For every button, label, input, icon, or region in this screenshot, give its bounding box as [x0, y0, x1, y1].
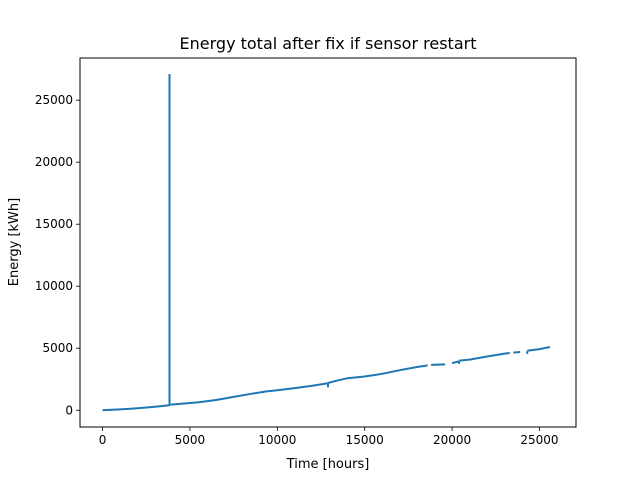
x-tick-label: 10000: [258, 433, 296, 447]
y-axis-label: Energy [kWh]: [7, 198, 22, 286]
series-line-segment: [527, 346, 551, 352]
x-tick-label: 25000: [520, 433, 558, 447]
x-tick-label: 0: [99, 433, 107, 447]
x-axis-label: Time [hours]: [286, 457, 370, 472]
y-tick-label: 5000: [42, 341, 73, 355]
series-line-segment: [327, 364, 428, 384]
y-tick-label: 15000: [35, 217, 73, 231]
axis-ticks: 0 5000 10000 15000 20000 25000 0 5000 10000 15000…: [35, 93, 559, 447]
y-tick-label: 20000: [35, 155, 73, 169]
series-line-segment: [513, 351, 521, 354]
series-line-segment: [431, 363, 446, 366]
series-line-segment: [102, 404, 170, 412]
series-line-segment: [263, 382, 329, 393]
y-tick-label: 0: [65, 403, 73, 417]
plot-area: [102, 74, 551, 412]
series-line-segment: [451, 360, 460, 365]
x-tick-label: 20000: [433, 433, 471, 447]
series-line-segment: [169, 390, 264, 406]
axes-frame: [79, 57, 577, 428]
x-tick-label: 15000: [346, 433, 384, 447]
series-line-segment: [459, 352, 510, 362]
chart-title: Energy total after fix if sensor restart: [180, 34, 477, 53]
y-tick-label: 25000: [35, 93, 73, 107]
y-tick-label: 10000: [35, 279, 73, 293]
x-tick-label: 5000: [175, 433, 206, 447]
